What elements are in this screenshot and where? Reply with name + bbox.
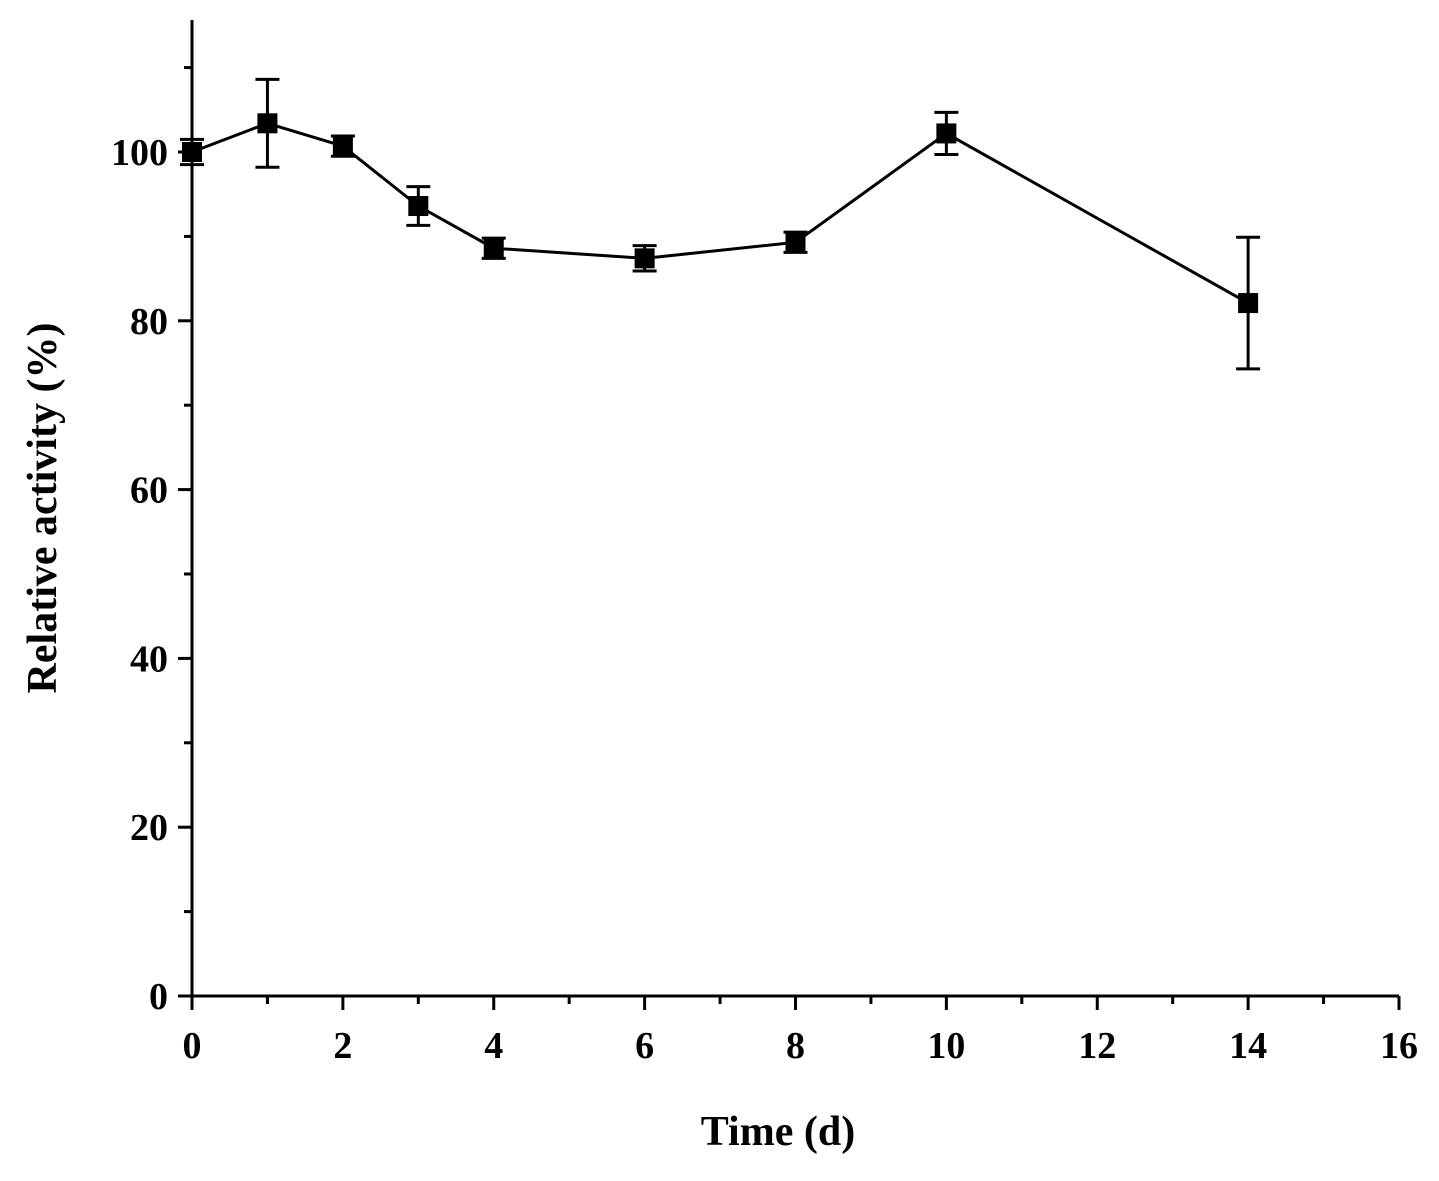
- data-series: [180, 77, 1261, 371]
- y-tick-label: 20: [130, 807, 168, 849]
- data-point-marker: [182, 142, 202, 162]
- y-axis-title: Relative activity (%): [20, 323, 66, 694]
- axes: [190, 20, 1399, 998]
- y-tick-label: 0: [149, 976, 168, 1018]
- x-tick-label: 4: [484, 1025, 503, 1067]
- data-point-marker: [936, 123, 957, 144]
- data-point-marker: [634, 248, 655, 269]
- data-point-marker: [257, 113, 278, 134]
- y-tick-label: 40: [130, 638, 168, 680]
- x-axis-ticks: 0 2 4 6 8 10 12 14 16: [183, 996, 1418, 1067]
- x-tick-label: 14: [1229, 1025, 1267, 1067]
- x-tick-label: 8: [786, 1025, 805, 1067]
- x-axis-title: Time (d): [701, 1109, 855, 1155]
- x-tick-label: 6: [635, 1025, 654, 1067]
- x-tick-label: 16: [1380, 1025, 1418, 1067]
- data-point-marker: [408, 196, 429, 217]
- x-tick-label: 10: [927, 1025, 965, 1067]
- data-point-marker: [785, 232, 806, 253]
- data-point-marker: [332, 136, 353, 157]
- data-point-marker: [483, 238, 504, 259]
- y-tick-label: 80: [130, 301, 168, 343]
- x-tick-label: 2: [333, 1025, 352, 1067]
- x-tick-label: 0: [183, 1025, 202, 1067]
- y-axis-ticks: 0 20 40 60 80 100: [111, 66, 192, 1018]
- y-tick-label: 60: [130, 470, 168, 512]
- y-tick-label: 100: [111, 132, 168, 174]
- data-point-marker: [1238, 293, 1259, 314]
- x-tick-label: 12: [1078, 1025, 1116, 1067]
